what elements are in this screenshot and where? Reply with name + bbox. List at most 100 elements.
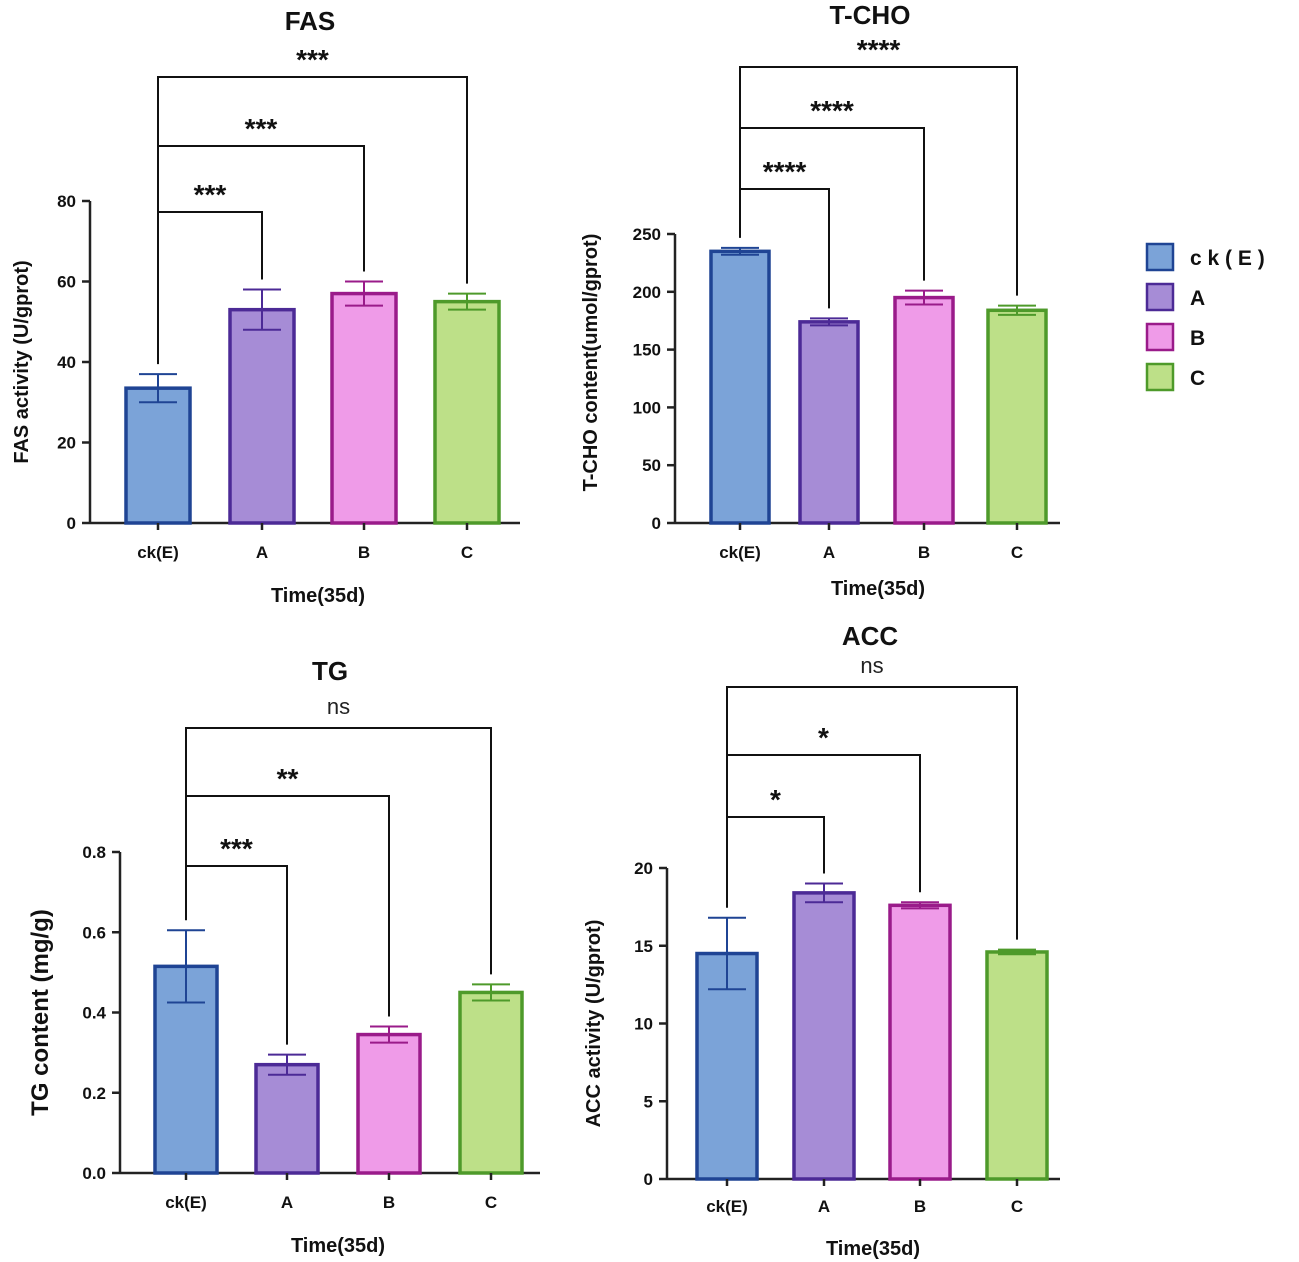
y-tick-label: 100 bbox=[633, 398, 661, 417]
x-tick-label: ck(E) bbox=[165, 1193, 207, 1212]
y-tick-label: 0.0 bbox=[82, 1164, 106, 1183]
y-tick-label: 150 bbox=[633, 341, 661, 360]
y-tick-label: 15 bbox=[634, 937, 653, 956]
legend-label: c k ( E ) bbox=[1190, 247, 1265, 270]
chart-title: T-CHO bbox=[830, 0, 911, 30]
significance-label: ns bbox=[860, 653, 883, 678]
y-tick-label: 0.8 bbox=[82, 843, 106, 862]
y-tick-label: 60 bbox=[57, 273, 76, 292]
y-tick-label: 20 bbox=[634, 859, 653, 878]
bar-b bbox=[893, 295, 955, 525]
y-axis-label: TG content (mg/g) bbox=[27, 909, 54, 1116]
y-tick-label: 0 bbox=[67, 514, 76, 533]
significance-bracket bbox=[739, 188, 830, 309]
bar-c bbox=[985, 950, 1049, 1181]
chart-title: ACC bbox=[842, 621, 899, 651]
significance-bracket bbox=[726, 754, 921, 893]
significance-bracket bbox=[726, 816, 825, 908]
bar-a bbox=[798, 320, 860, 525]
legend-label: B bbox=[1190, 327, 1205, 350]
legend: c k ( E ) ABC bbox=[1145, 242, 1265, 392]
y-tick-label: 0.4 bbox=[82, 1004, 106, 1023]
x-axis-label: Time(35d) bbox=[826, 1238, 920, 1260]
chart-title: FAS bbox=[285, 6, 336, 36]
x-tick-label: B bbox=[358, 543, 370, 562]
significance-bracket bbox=[157, 145, 365, 272]
bar-b bbox=[356, 1032, 422, 1175]
y-tick-label: 50 bbox=[642, 456, 661, 475]
x-tick-label: B bbox=[918, 543, 930, 562]
x-tick-label: B bbox=[383, 1193, 395, 1212]
y-tick-label: 0.2 bbox=[82, 1084, 106, 1103]
y-axis-label: T-CHO content(umol/gprot) bbox=[580, 234, 602, 492]
legend-swatch bbox=[1145, 362, 1175, 392]
chart-panel-t-cho: T-CHO 0 50 100 150 200 250 ck(E) A B C Time(35d) T-C… bbox=[580, 0, 1060, 600]
legend-label: C bbox=[1190, 367, 1205, 390]
chart-panel-acc: ACC 0 5 10 15 20 ck(E) A B C Time(35d) ACC activity… bbox=[583, 621, 1060, 1260]
chart-panel-fas: FAS 0 20 40 60 80 ck(E) A B C Time(35d) FAS activit… bbox=[11, 6, 520, 607]
x-tick-label: C bbox=[461, 543, 473, 562]
x-axis-label: Time(35d) bbox=[271, 585, 365, 607]
significance-label: **** bbox=[763, 156, 807, 187]
x-tick-label: C bbox=[1011, 1197, 1023, 1216]
bar-a bbox=[254, 1062, 320, 1175]
legend-label: A bbox=[1190, 287, 1205, 310]
x-tick-label: B bbox=[914, 1197, 926, 1216]
x-tick-label: C bbox=[485, 1193, 497, 1212]
chart-title: TG bbox=[312, 656, 348, 686]
x-tick-label: A bbox=[256, 543, 268, 562]
bar-c bbox=[986, 308, 1048, 525]
significance-label: *** bbox=[194, 179, 227, 210]
y-axis-label: FAS activity (U/gprot) bbox=[11, 260, 33, 463]
y-tick-label: 80 bbox=[57, 192, 76, 211]
significance-bracket bbox=[157, 76, 468, 284]
x-tick-label: C bbox=[1011, 543, 1023, 562]
significance-label: *** bbox=[245, 113, 278, 144]
legend-swatch bbox=[1145, 242, 1175, 272]
significance-label: *** bbox=[220, 833, 253, 864]
bar-b bbox=[330, 291, 398, 525]
y-tick-label: 20 bbox=[57, 434, 76, 453]
significance-label: * bbox=[770, 784, 781, 815]
bar-c bbox=[458, 990, 524, 1175]
y-tick-label: 5 bbox=[644, 1092, 653, 1111]
significance-label: * bbox=[818, 722, 829, 753]
y-axis-label: ACC activity (U/gprot) bbox=[583, 920, 605, 1128]
x-tick-label: ck(E) bbox=[137, 543, 179, 562]
bar-ck-e bbox=[124, 386, 192, 525]
x-tick-label: A bbox=[281, 1193, 293, 1212]
chart-panel-tg: TG 0.0 0.2 0.4 0.6 0.8 ck(E) A B C Time(35d) TG con… bbox=[27, 656, 540, 1257]
bar-a bbox=[792, 891, 856, 1181]
y-tick-label: 250 bbox=[633, 225, 661, 244]
y-tick-label: 0.6 bbox=[82, 923, 106, 942]
x-tick-label: ck(E) bbox=[706, 1197, 748, 1216]
significance-bracket bbox=[726, 686, 1018, 940]
bar-ck-e bbox=[709, 249, 771, 525]
significance-bracket bbox=[739, 127, 925, 281]
legend-swatch bbox=[1145, 322, 1175, 352]
x-axis-label: Time(35d) bbox=[831, 578, 925, 600]
x-axis-label: Time(35d) bbox=[291, 1235, 385, 1257]
x-tick-label: A bbox=[823, 543, 835, 562]
significance-label: ** bbox=[277, 763, 299, 794]
y-tick-label: 0 bbox=[644, 1170, 653, 1189]
significance-label: **** bbox=[810, 95, 854, 126]
significance-label: **** bbox=[857, 34, 901, 65]
bar-c bbox=[433, 299, 501, 525]
significance-bracket bbox=[739, 66, 1018, 296]
significance-label: ns bbox=[327, 694, 350, 719]
bar-ck-e bbox=[695, 951, 759, 1181]
y-tick-label: 40 bbox=[57, 353, 76, 372]
y-tick-label: 200 bbox=[633, 283, 661, 302]
x-tick-label: ck(E) bbox=[719, 543, 761, 562]
significance-bracket bbox=[185, 795, 390, 1017]
significance-bracket bbox=[157, 211, 263, 365]
bar-a bbox=[228, 307, 296, 525]
bar-b bbox=[888, 903, 952, 1181]
legend-swatch bbox=[1145, 282, 1175, 312]
significance-label: *** bbox=[296, 44, 329, 75]
significance-bracket bbox=[185, 727, 492, 975]
y-tick-label: 0 bbox=[652, 514, 661, 533]
significance-bracket bbox=[185, 865, 288, 1045]
